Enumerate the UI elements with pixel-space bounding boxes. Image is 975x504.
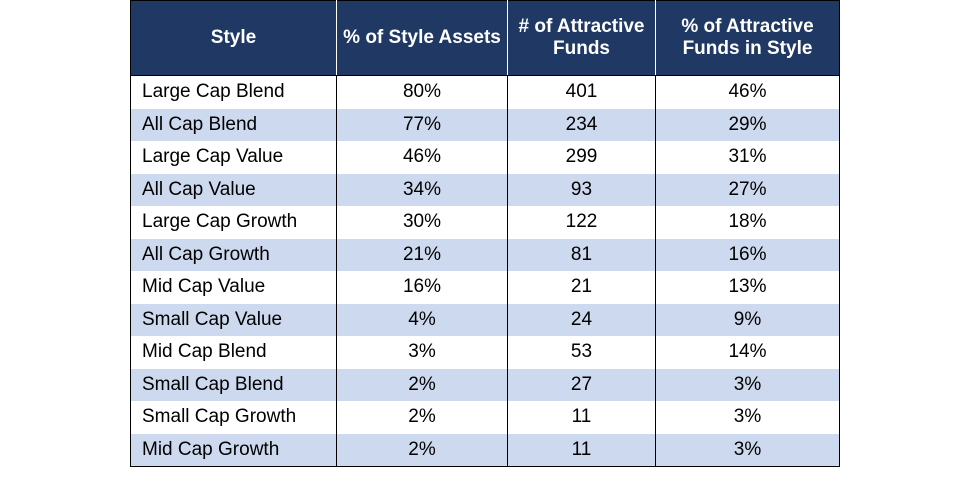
- table-row: Small Cap Blend 2% 27 3%: [130, 368, 840, 401]
- header-style: Style: [130, 0, 337, 76]
- cell-style: All Cap Growth: [130, 238, 337, 271]
- cell-num-attractive-funds: 11: [507, 433, 656, 467]
- cell-num-attractive-funds: 11: [507, 401, 656, 434]
- cell-pct-style-assets: 46%: [336, 141, 508, 174]
- cell-pct-style-assets: 34%: [336, 173, 508, 206]
- table-row: Mid Cap Blend 3% 53 14%: [130, 336, 840, 369]
- table-row: Mid Cap Value 16% 21 13%: [130, 271, 840, 304]
- cell-pct-attractive-in-style: 13%: [655, 271, 840, 304]
- cell-style: Mid Cap Value: [130, 271, 337, 304]
- cell-pct-style-assets: 77%: [336, 108, 508, 141]
- style-table-container: Style % of Style Assets # of Attractive …: [130, 0, 840, 467]
- cell-num-attractive-funds: 122: [507, 206, 656, 239]
- cell-pct-attractive-in-style: 27%: [655, 173, 840, 206]
- cell-pct-attractive-in-style: 9%: [655, 303, 840, 336]
- cell-num-attractive-funds: 53: [507, 336, 656, 369]
- cell-style: Small Cap Value: [130, 303, 337, 336]
- cell-style: Small Cap Blend: [130, 368, 337, 401]
- cell-style: All Cap Blend: [130, 108, 337, 141]
- cell-num-attractive-funds: 93: [507, 173, 656, 206]
- cell-pct-style-assets: 2%: [336, 433, 508, 467]
- header-num-attractive-funds: # of Attractive Funds: [507, 0, 656, 76]
- style-attractiveness-table: Style % of Style Assets # of Attractive …: [130, 0, 840, 467]
- table-row: Mid Cap Growth 2% 11 3%: [130, 433, 840, 467]
- cell-pct-attractive-in-style: 16%: [655, 238, 840, 271]
- table-row: Small Cap Growth 2% 11 3%: [130, 401, 840, 434]
- table-row: Large Cap Growth 30% 122 18%: [130, 206, 840, 239]
- cell-num-attractive-funds: 21: [507, 271, 656, 304]
- cell-style: Small Cap Growth: [130, 401, 337, 434]
- cell-pct-style-assets: 80%: [336, 75, 508, 109]
- table-row: All Cap Value 34% 93 27%: [130, 173, 840, 206]
- table-row: All Cap Blend 77% 234 29%: [130, 108, 840, 141]
- table-row: Large Cap Value 46% 299 31%: [130, 141, 840, 174]
- header-pct-attractive-in-style: % of Attractive Funds in Style: [655, 0, 840, 76]
- cell-pct-style-assets: 16%: [336, 271, 508, 304]
- table-row: All Cap Growth 21% 81 16%: [130, 238, 840, 271]
- cell-pct-attractive-in-style: 31%: [655, 141, 840, 174]
- cell-pct-attractive-in-style: 3%: [655, 368, 840, 401]
- cell-pct-attractive-in-style: 3%: [655, 401, 840, 434]
- cell-num-attractive-funds: 299: [507, 141, 656, 174]
- cell-pct-attractive-in-style: 18%: [655, 206, 840, 239]
- cell-style: Mid Cap Blend: [130, 336, 337, 369]
- table-header-row: Style % of Style Assets # of Attractive …: [130, 0, 840, 76]
- cell-num-attractive-funds: 24: [507, 303, 656, 336]
- cell-num-attractive-funds: 401: [507, 75, 656, 109]
- cell-pct-style-assets: 21%: [336, 238, 508, 271]
- table-row: Small Cap Value 4% 24 9%: [130, 303, 840, 336]
- cell-num-attractive-funds: 81: [507, 238, 656, 271]
- cell-pct-attractive-in-style: 29%: [655, 108, 840, 141]
- cell-style: Large Cap Value: [130, 141, 337, 174]
- header-pct-style-assets: % of Style Assets: [336, 0, 508, 76]
- cell-num-attractive-funds: 234: [507, 108, 656, 141]
- cell-style: Large Cap Blend: [130, 75, 337, 109]
- cell-style: Large Cap Growth: [130, 206, 337, 239]
- cell-pct-attractive-in-style: 46%: [655, 75, 840, 109]
- cell-pct-attractive-in-style: 3%: [655, 433, 840, 467]
- cell-pct-style-assets: 2%: [336, 368, 508, 401]
- cell-pct-style-assets: 3%: [336, 336, 508, 369]
- cell-pct-attractive-in-style: 14%: [655, 336, 840, 369]
- cell-style: Mid Cap Growth: [130, 433, 337, 467]
- cell-num-attractive-funds: 27: [507, 368, 656, 401]
- cell-style: All Cap Value: [130, 173, 337, 206]
- cell-pct-style-assets: 30%: [336, 206, 508, 239]
- cell-pct-style-assets: 2%: [336, 401, 508, 434]
- cell-pct-style-assets: 4%: [336, 303, 508, 336]
- table-row: Large Cap Blend 80% 401 46%: [130, 75, 840, 109]
